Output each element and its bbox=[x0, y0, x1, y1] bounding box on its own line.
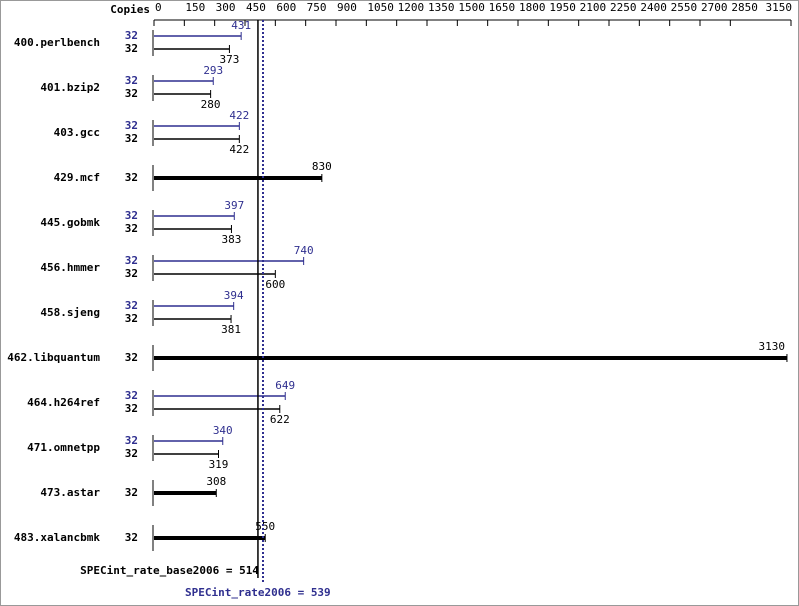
x-tick-label: 2100 bbox=[580, 1, 607, 14]
benchmark-label: 445.gobmk bbox=[40, 216, 100, 229]
x-tick-label: 3150 bbox=[766, 1, 793, 14]
value-label: 383 bbox=[222, 233, 242, 246]
copies-label: 32 bbox=[125, 447, 138, 460]
x-tick-label: 1350 bbox=[428, 1, 455, 14]
x-tick-label: 1650 bbox=[489, 1, 515, 14]
value-label: 340 bbox=[213, 424, 233, 437]
benchmark-label: 458.sjeng bbox=[40, 306, 100, 319]
reference-label: SPECint_rate_base2006 = 514 bbox=[80, 564, 259, 577]
benchmark-label: 429.mcf bbox=[54, 171, 100, 184]
value-label: 381 bbox=[221, 323, 241, 336]
benchmark-label: 464.h264ref bbox=[27, 396, 100, 409]
copies-label: 32 bbox=[125, 29, 138, 42]
value-label: 319 bbox=[209, 458, 229, 471]
copies-label: 32 bbox=[125, 267, 138, 280]
copies-label: 32 bbox=[125, 351, 138, 364]
copies-label: 32 bbox=[125, 74, 138, 87]
x-tick-label: 750 bbox=[307, 1, 327, 14]
copies-label: 32 bbox=[125, 132, 138, 145]
benchmark-label: 403.gcc bbox=[54, 126, 100, 139]
x-tick-label: 300 bbox=[216, 1, 236, 14]
x-tick-label: 2850 bbox=[731, 1, 758, 14]
benchmark-label: 400.perlbench bbox=[14, 36, 100, 49]
x-tick-label: 2250 bbox=[610, 1, 637, 14]
value-label: 740 bbox=[294, 244, 314, 257]
value-label: 293 bbox=[203, 64, 223, 77]
axis-label: Copies bbox=[110, 3, 150, 16]
copies-label: 32 bbox=[125, 171, 138, 184]
copies-label: 32 bbox=[125, 531, 138, 544]
value-label: 280 bbox=[201, 98, 221, 111]
benchmark-label: 473.astar bbox=[40, 486, 100, 499]
x-tick-label: 900 bbox=[337, 1, 357, 14]
x-tick-label: 2550 bbox=[671, 1, 698, 14]
x-tick-label: 1800 bbox=[519, 1, 546, 14]
x-tick-label: 1200 bbox=[398, 1, 425, 14]
x-tick-label: 2700 bbox=[701, 1, 728, 14]
value-label: 397 bbox=[224, 199, 244, 212]
x-tick-label: 1950 bbox=[549, 1, 576, 14]
benchmark-label: 471.omnetpp bbox=[27, 441, 100, 454]
copies-label: 32 bbox=[125, 389, 138, 402]
copies-label: 32 bbox=[125, 209, 138, 222]
copies-label: 32 bbox=[125, 312, 138, 325]
value-label: 373 bbox=[219, 53, 239, 66]
x-tick-label: 600 bbox=[276, 1, 296, 14]
value-label: 600 bbox=[265, 278, 285, 291]
copies-label: 32 bbox=[125, 222, 138, 235]
x-tick-label: 1050 bbox=[367, 1, 394, 14]
copies-label: 32 bbox=[125, 42, 138, 55]
x-tick-label: 1500 bbox=[458, 1, 485, 14]
benchmark-label: 456.hmmer bbox=[40, 261, 100, 274]
copies-label: 32 bbox=[125, 402, 138, 415]
benchmark-label: 483.xalancbmk bbox=[14, 531, 100, 544]
value-label: 649 bbox=[275, 379, 295, 392]
copies-label: 32 bbox=[125, 119, 138, 132]
value-label: 830 bbox=[312, 160, 332, 173]
x-tick-label: 2400 bbox=[640, 1, 667, 14]
copies-label: 32 bbox=[125, 486, 138, 499]
x-tick-label: 450 bbox=[246, 1, 266, 14]
copies-label: 32 bbox=[125, 87, 138, 100]
value-label: 3130 bbox=[758, 340, 785, 353]
copies-label: 32 bbox=[125, 434, 138, 447]
x-tick-label: 150 bbox=[185, 1, 205, 14]
value-label: 622 bbox=[270, 413, 290, 426]
benchmark-label: 462.libquantum bbox=[7, 351, 100, 364]
copies-label: 32 bbox=[125, 254, 138, 267]
copies-label: 32 bbox=[125, 299, 138, 312]
value-label: 550 bbox=[255, 520, 275, 533]
value-label: 431 bbox=[231, 19, 251, 32]
value-label: 308 bbox=[206, 475, 226, 488]
value-label: 422 bbox=[229, 143, 249, 156]
x-tick-label: 0 bbox=[155, 1, 162, 14]
value-label: 394 bbox=[224, 289, 244, 302]
reference-label: SPECint_rate2006 = 539 bbox=[185, 586, 331, 599]
benchmark-label: 401.bzip2 bbox=[40, 81, 100, 94]
value-label: 422 bbox=[229, 109, 249, 122]
